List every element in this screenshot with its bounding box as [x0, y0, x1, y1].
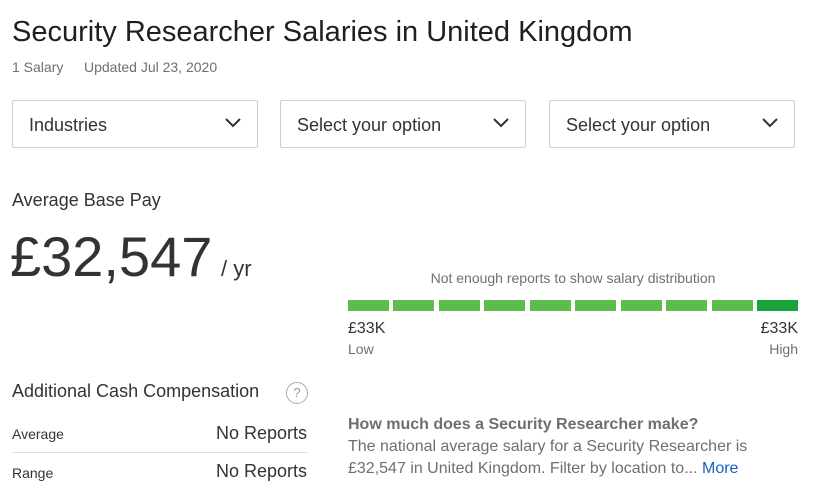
- bar-segment: [757, 300, 798, 311]
- more-link[interactable]: More: [701, 460, 739, 477]
- dropdown[interactable]: Select your option: [280, 100, 526, 148]
- faq-question: How much does a Security Researcher make…: [348, 416, 699, 433]
- additional-title: Additional Cash Compensation: [12, 381, 260, 401]
- low-value: £33K: [348, 320, 386, 337]
- base-pay-label: Average Base Pay: [12, 190, 161, 210]
- chevron: [493, 118, 509, 128]
- distribution-note: Not enough reports to show salary distri…: [430, 270, 716, 286]
- base-pay-amount: £32,547: [10, 225, 213, 288]
- dropdown[interactable]: Industries: [12, 100, 258, 148]
- chevron: [762, 118, 778, 128]
- faq-line: £32,547 in United Kingdom. Filter by loc…: [348, 460, 738, 478]
- bar-segment: [484, 300, 525, 311]
- dropdown-label: Industries: [29, 115, 108, 135]
- row-value: No Reports: [215, 461, 307, 481]
- bar-segment: [530, 300, 571, 311]
- bar-segment: [575, 300, 616, 311]
- low-label: Low: [348, 341, 374, 357]
- high-value: £33K: [760, 320, 798, 337]
- row-label: Average: [12, 426, 64, 442]
- bar-segment: [666, 300, 707, 311]
- dropdown-label: Select your option: [297, 115, 442, 135]
- bar-segment: [393, 300, 434, 311]
- help-icon[interactable]: ?: [286, 382, 308, 404]
- divider: [12, 452, 308, 453]
- row-value: No Reports: [215, 423, 307, 443]
- title: Security Researcher Salaries in United K…: [12, 16, 633, 48]
- bar-segment: [621, 300, 662, 311]
- dropdown-label: Select your option: [566, 115, 711, 135]
- chevron: [225, 118, 241, 128]
- salary-count: 1 Salary: [12, 59, 64, 75]
- base-pay-unit: / yr: [221, 256, 252, 281]
- row-label: Range: [12, 465, 54, 481]
- bar-segment: [439, 300, 480, 311]
- dropdown[interactable]: Select your option: [549, 100, 795, 148]
- bar-segment: [348, 300, 389, 311]
- high-label: High: [769, 341, 798, 357]
- faq-text: £32,547 in United Kingdom. Filter by loc…: [348, 460, 698, 477]
- bar-segment: [712, 300, 753, 311]
- faq-line: The national average salary for a Securi…: [348, 438, 748, 455]
- updated-date: Updated Jul 23, 2020: [84, 59, 218, 75]
